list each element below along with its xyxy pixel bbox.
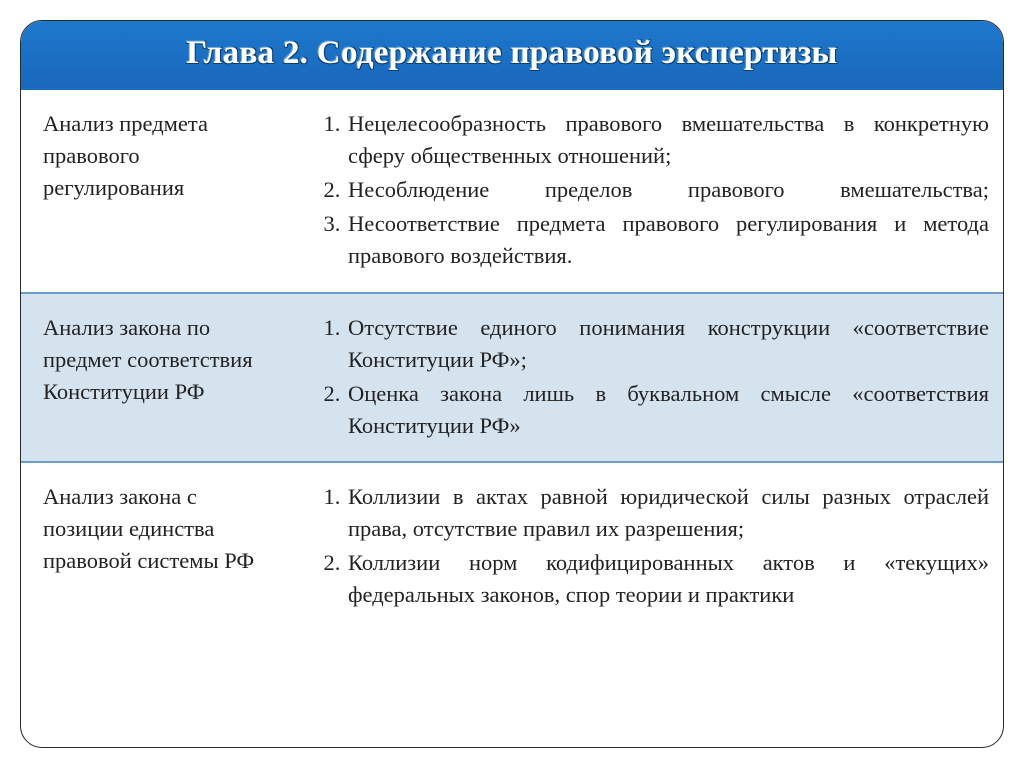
row-right-cell: Нецелесообразность правового вмешательст…: [296, 89, 1003, 293]
list-item: Оценка закона лишь в буквальном смысле «…: [346, 378, 989, 442]
row-items: Отсутствие единого понимания конструкции…: [318, 312, 989, 442]
list-item: Несоответствие предмета правового регули…: [346, 208, 989, 272]
list-item: Отсутствие единого понимания конструкции…: [346, 312, 989, 376]
row-items: Коллизии в актах равной юридической силы…: [318, 481, 989, 611]
list-item: Коллизии норм кодифицированных актов и «…: [346, 547, 989, 611]
list-item: Коллизии в актах равной юридической силы…: [346, 481, 989, 545]
slide-frame: Глава 2. Содержание правовой экспертизы …: [20, 20, 1004, 748]
row-left-label: Анализ закона по предмет соответствия Ко…: [21, 293, 296, 463]
table-row: Анализ закона по предмет соответствия Ко…: [21, 293, 1003, 463]
list-item: Несоблюдение пределов правового вмешател…: [346, 174, 989, 206]
row-items: Нецелесообразность правового вмешательст…: [318, 108, 989, 272]
slide-title: Глава 2. Содержание правовой экспертизы: [21, 21, 1003, 88]
list-item-text: Несоблюдение пределов правового вмешател…: [348, 174, 989, 206]
row-left-label: Анализ закона с позиции единства правово…: [21, 462, 296, 631]
table-row: Анализ предмета правового регулирования …: [21, 89, 1003, 293]
list-item: Нецелесообразность правового вмешательст…: [346, 108, 989, 172]
row-right-cell: Коллизии в актах равной юридической силы…: [296, 462, 1003, 631]
row-right-cell: Отсутствие единого понимания конструкции…: [296, 293, 1003, 463]
row-left-label: Анализ предмета правового регулирования: [21, 89, 296, 293]
table-row: Анализ закона с позиции единства правово…: [21, 462, 1003, 631]
content-table: Анализ предмета правового регулирования …: [21, 88, 1003, 631]
